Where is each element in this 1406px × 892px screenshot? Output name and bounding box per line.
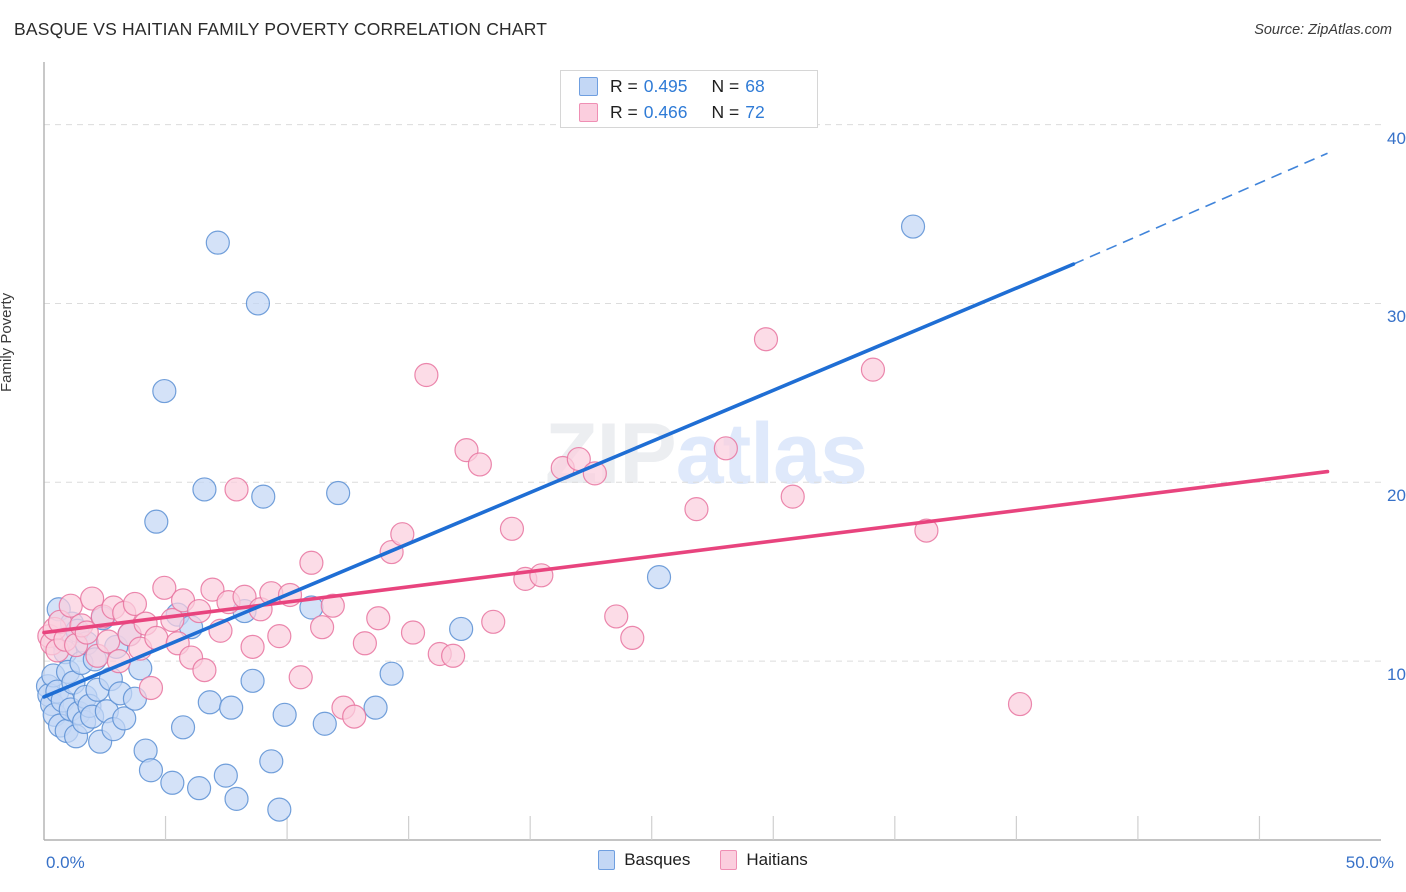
legend-row-basques: R = 0.495 N = 68 xyxy=(579,73,817,99)
data-point xyxy=(713,436,738,461)
legend-n-label-basques: N = xyxy=(711,75,740,96)
data-point xyxy=(160,770,185,795)
data-point xyxy=(646,564,672,590)
data-point xyxy=(205,230,230,255)
trendline-projection-basques xyxy=(1073,152,1328,265)
data-point xyxy=(152,378,177,404)
data-point xyxy=(449,616,474,642)
x-axis-tick-max: 50.0% xyxy=(1345,853,1394,872)
data-point xyxy=(467,452,492,477)
data-point xyxy=(914,518,939,543)
series-legend: Basques Haitians xyxy=(0,850,1406,870)
data-point xyxy=(224,786,249,811)
plot-area xyxy=(35,62,1381,841)
data-point xyxy=(529,563,554,588)
legend-swatch-pink xyxy=(579,102,598,122)
data-point xyxy=(441,643,466,668)
x-axis-tick-min: 0.0% xyxy=(46,853,85,872)
series-points-basques xyxy=(35,214,926,822)
legend-r-label-haitians: R = xyxy=(610,101,638,122)
data-point xyxy=(112,706,137,731)
legend-marker-haitians xyxy=(720,850,738,870)
legend-n-value-haitians: 72 xyxy=(745,101,765,122)
data-point xyxy=(197,690,222,715)
data-point xyxy=(152,575,177,600)
data-point xyxy=(245,291,271,316)
data-point xyxy=(272,702,297,727)
data-point xyxy=(58,593,83,618)
data-point xyxy=(80,586,105,611)
legend-r-value-basques: 0.495 xyxy=(643,75,688,96)
data-point xyxy=(192,657,217,683)
y-axis-tick-label: 30.0% xyxy=(1387,307,1406,327)
data-point xyxy=(192,477,217,502)
data-point xyxy=(219,695,244,720)
data-point xyxy=(326,480,351,506)
data-point xyxy=(267,797,292,822)
legend-label-basques: Basques xyxy=(624,850,691,869)
data-point xyxy=(299,550,324,575)
data-point xyxy=(312,711,337,736)
data-point xyxy=(309,615,335,640)
legend-r-label-basques: R = xyxy=(610,75,638,96)
legend-n-value-basques: 68 xyxy=(745,75,765,96)
legend-label-haitians: Haitians xyxy=(746,850,808,869)
source-label: Source: ZipAtlas.com xyxy=(1254,22,1392,38)
data-point xyxy=(251,484,276,509)
data-point xyxy=(481,609,506,634)
data-point xyxy=(900,214,926,239)
data-point xyxy=(240,634,265,659)
data-point xyxy=(400,620,426,645)
data-point xyxy=(1007,691,1033,717)
data-point xyxy=(684,497,709,522)
data-point xyxy=(352,631,377,656)
y-axis-title: Family Poverty xyxy=(0,292,15,392)
y-axis-tick-label: 40.0% xyxy=(1387,128,1406,148)
data-point xyxy=(320,593,345,618)
data-point xyxy=(604,604,629,629)
data-point xyxy=(620,625,645,650)
page-title: BASQUE VS HAITIAN FAMILY POVERTY CORRELA… xyxy=(14,19,548,39)
data-point xyxy=(186,776,212,801)
data-point xyxy=(379,661,404,686)
data-point xyxy=(342,704,367,729)
correlation-stats-legend: R = 0.495 N = 68 R = 0.466 N = 72 xyxy=(560,70,818,128)
legend-item-basques[interactable]: Basques xyxy=(598,850,690,870)
scatter-plot xyxy=(35,62,1381,841)
legend-n-label-haitians: N = xyxy=(711,101,740,122)
data-point xyxy=(240,668,265,693)
data-point xyxy=(259,749,284,774)
data-point xyxy=(138,758,164,783)
legend-row-haitians: R = 0.466 N = 72 xyxy=(579,99,817,125)
legend-r-value-haitians: 0.466 xyxy=(643,101,688,122)
legend-marker-basques xyxy=(598,850,616,870)
data-point xyxy=(414,362,439,388)
data-point xyxy=(288,665,313,690)
data-point xyxy=(366,606,391,631)
data-point xyxy=(753,327,779,352)
data-point xyxy=(96,629,121,654)
data-point xyxy=(499,516,525,541)
data-point xyxy=(224,477,249,502)
data-point xyxy=(363,695,388,720)
data-point xyxy=(213,763,238,788)
data-point xyxy=(860,357,886,382)
data-point xyxy=(170,715,196,740)
y-axis-tick-label: 20.0% xyxy=(1387,486,1406,506)
legend-swatch-blue xyxy=(579,76,598,96)
data-point xyxy=(122,591,148,617)
data-point xyxy=(144,509,169,534)
data-point xyxy=(267,624,292,649)
legend-item-haitians[interactable]: Haitians xyxy=(720,850,808,870)
data-point xyxy=(780,484,805,509)
data-point xyxy=(200,577,225,602)
trendline-basques xyxy=(42,262,1076,699)
y-axis-tick-label: 10.0% xyxy=(1387,665,1406,685)
data-point xyxy=(138,675,164,701)
